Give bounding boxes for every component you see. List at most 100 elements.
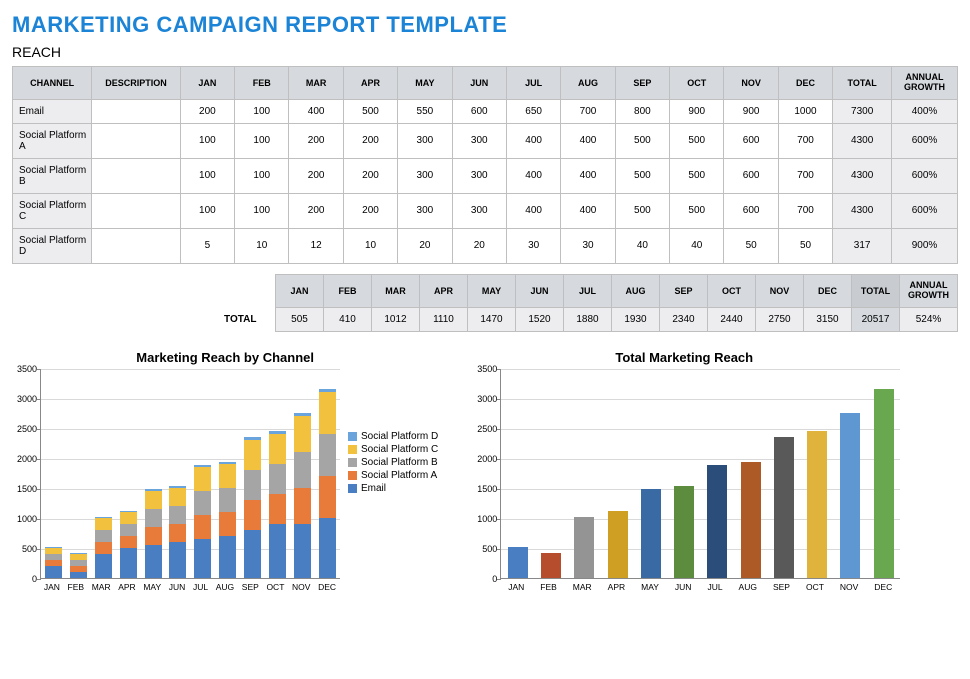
x-tick-label: MAR — [92, 582, 111, 592]
legend-swatch — [348, 432, 357, 441]
cell-value: 200 — [180, 99, 234, 123]
bar-segment — [269, 494, 286, 524]
bar-fill — [508, 547, 528, 577]
cell-value: 900 — [670, 99, 724, 123]
x-tick-label: DEC — [874, 582, 892, 592]
bar-fill — [874, 389, 894, 578]
x-tick-label: MAY — [143, 582, 161, 592]
col-header: TOTAL — [833, 67, 892, 100]
bar-segment — [120, 548, 137, 578]
y-tick-label: 3500 — [477, 364, 501, 374]
totals-table: JANFEBMARAPRMAYJUNJULAUGSEPOCTNOVDECTOTA… — [206, 274, 959, 332]
x-tick-label: SEP — [242, 582, 259, 592]
cell-value: 500 — [615, 123, 669, 158]
cell-value: 200 — [289, 123, 343, 158]
bar-segment — [70, 572, 87, 578]
cell-value: 100 — [235, 123, 289, 158]
stacked-bar — [120, 511, 137, 578]
bar-segment — [169, 488, 186, 506]
totals-value: 1110 — [420, 307, 468, 331]
cell-channel: Social Platform A — [13, 123, 92, 158]
bar-segment — [145, 545, 162, 578]
cell-value: 30 — [561, 228, 615, 263]
cell-value: 500 — [343, 99, 397, 123]
cell-description — [92, 228, 180, 263]
bar-segment — [319, 392, 336, 434]
bar-segment — [120, 536, 137, 548]
cell-value: 600 — [724, 193, 778, 228]
x-tick-label: OCT — [266, 582, 284, 592]
legend-label: Social Platform C — [361, 444, 438, 455]
bar-fill — [707, 465, 727, 578]
bar-segment — [169, 506, 186, 524]
totals-value: 1520 — [516, 307, 564, 331]
bar-fill — [741, 462, 761, 578]
y-tick-label: 1000 — [17, 514, 41, 524]
y-tick-label: 0 — [32, 574, 41, 584]
cell-total: 7300 — [833, 99, 892, 123]
bar-segment — [145, 509, 162, 527]
legend-swatch — [348, 445, 357, 454]
cell-value: 300 — [398, 193, 452, 228]
cell-value: 550 — [398, 99, 452, 123]
bar-segment — [294, 416, 311, 452]
cell-value: 400 — [506, 158, 560, 193]
x-tick-label: JAN — [44, 582, 60, 592]
stacked-bar — [244, 437, 261, 577]
legend-swatch — [348, 471, 357, 480]
col-header: ANNUALGROWTH — [892, 67, 958, 100]
totals-growth: 524% — [900, 307, 958, 331]
col-header: FEB — [235, 67, 289, 100]
y-tick-label: 2000 — [477, 454, 501, 464]
page-title: MARKETING CAMPAIGN REPORT TEMPLATE — [12, 12, 958, 38]
bar-segment — [219, 488, 236, 512]
bar-segment — [319, 434, 336, 476]
cell-value: 200 — [289, 158, 343, 193]
cell-value: 100 — [235, 99, 289, 123]
legend-swatch — [348, 458, 357, 467]
cell-value: 300 — [398, 123, 452, 158]
col-header: OCT — [708, 274, 756, 307]
bar-segment — [219, 512, 236, 536]
col-header: NOV — [724, 67, 778, 100]
stacked-bar — [269, 431, 286, 577]
bar — [741, 462, 761, 578]
y-tick-label: 500 — [22, 544, 41, 554]
x-tick-label: SEP — [773, 582, 790, 592]
y-tick-label: 3500 — [17, 364, 41, 374]
cell-channel: Email — [13, 99, 92, 123]
cell-total: 317 — [833, 228, 892, 263]
cell-description — [92, 193, 180, 228]
bar-segment — [319, 476, 336, 518]
col-header: MAR — [289, 67, 343, 100]
bar-segment — [145, 527, 162, 545]
cell-value: 300 — [452, 123, 506, 158]
cell-value: 500 — [615, 193, 669, 228]
cell-value: 40 — [670, 228, 724, 263]
bar — [707, 465, 727, 578]
x-tick-label: MAY — [641, 582, 659, 592]
bar-segment — [120, 512, 137, 524]
cell-value: 20 — [398, 228, 452, 263]
cell-description — [92, 123, 180, 158]
bar — [874, 389, 894, 578]
stacked-bar — [145, 489, 162, 577]
x-tick-label: JUL — [707, 582, 722, 592]
cell-growth: 900% — [892, 228, 958, 263]
totals-value: 410 — [324, 307, 372, 331]
col-header: DEC — [778, 67, 832, 100]
x-tick-label: JUN — [169, 582, 186, 592]
bar-fill — [574, 517, 594, 578]
cell-value: 10 — [235, 228, 289, 263]
bar-segment — [244, 500, 261, 530]
cell-description — [92, 158, 180, 193]
totals-value: 1930 — [612, 307, 660, 331]
table-row: Social Platform D51012102020303040405050… — [13, 228, 958, 263]
cell-value: 30 — [506, 228, 560, 263]
bar — [641, 489, 661, 577]
cell-value: 400 — [289, 99, 343, 123]
bar-segment — [219, 464, 236, 488]
legend-item: Social Platform D — [348, 431, 438, 442]
x-tick-label: OCT — [806, 582, 824, 592]
cell-growth: 400% — [892, 99, 958, 123]
